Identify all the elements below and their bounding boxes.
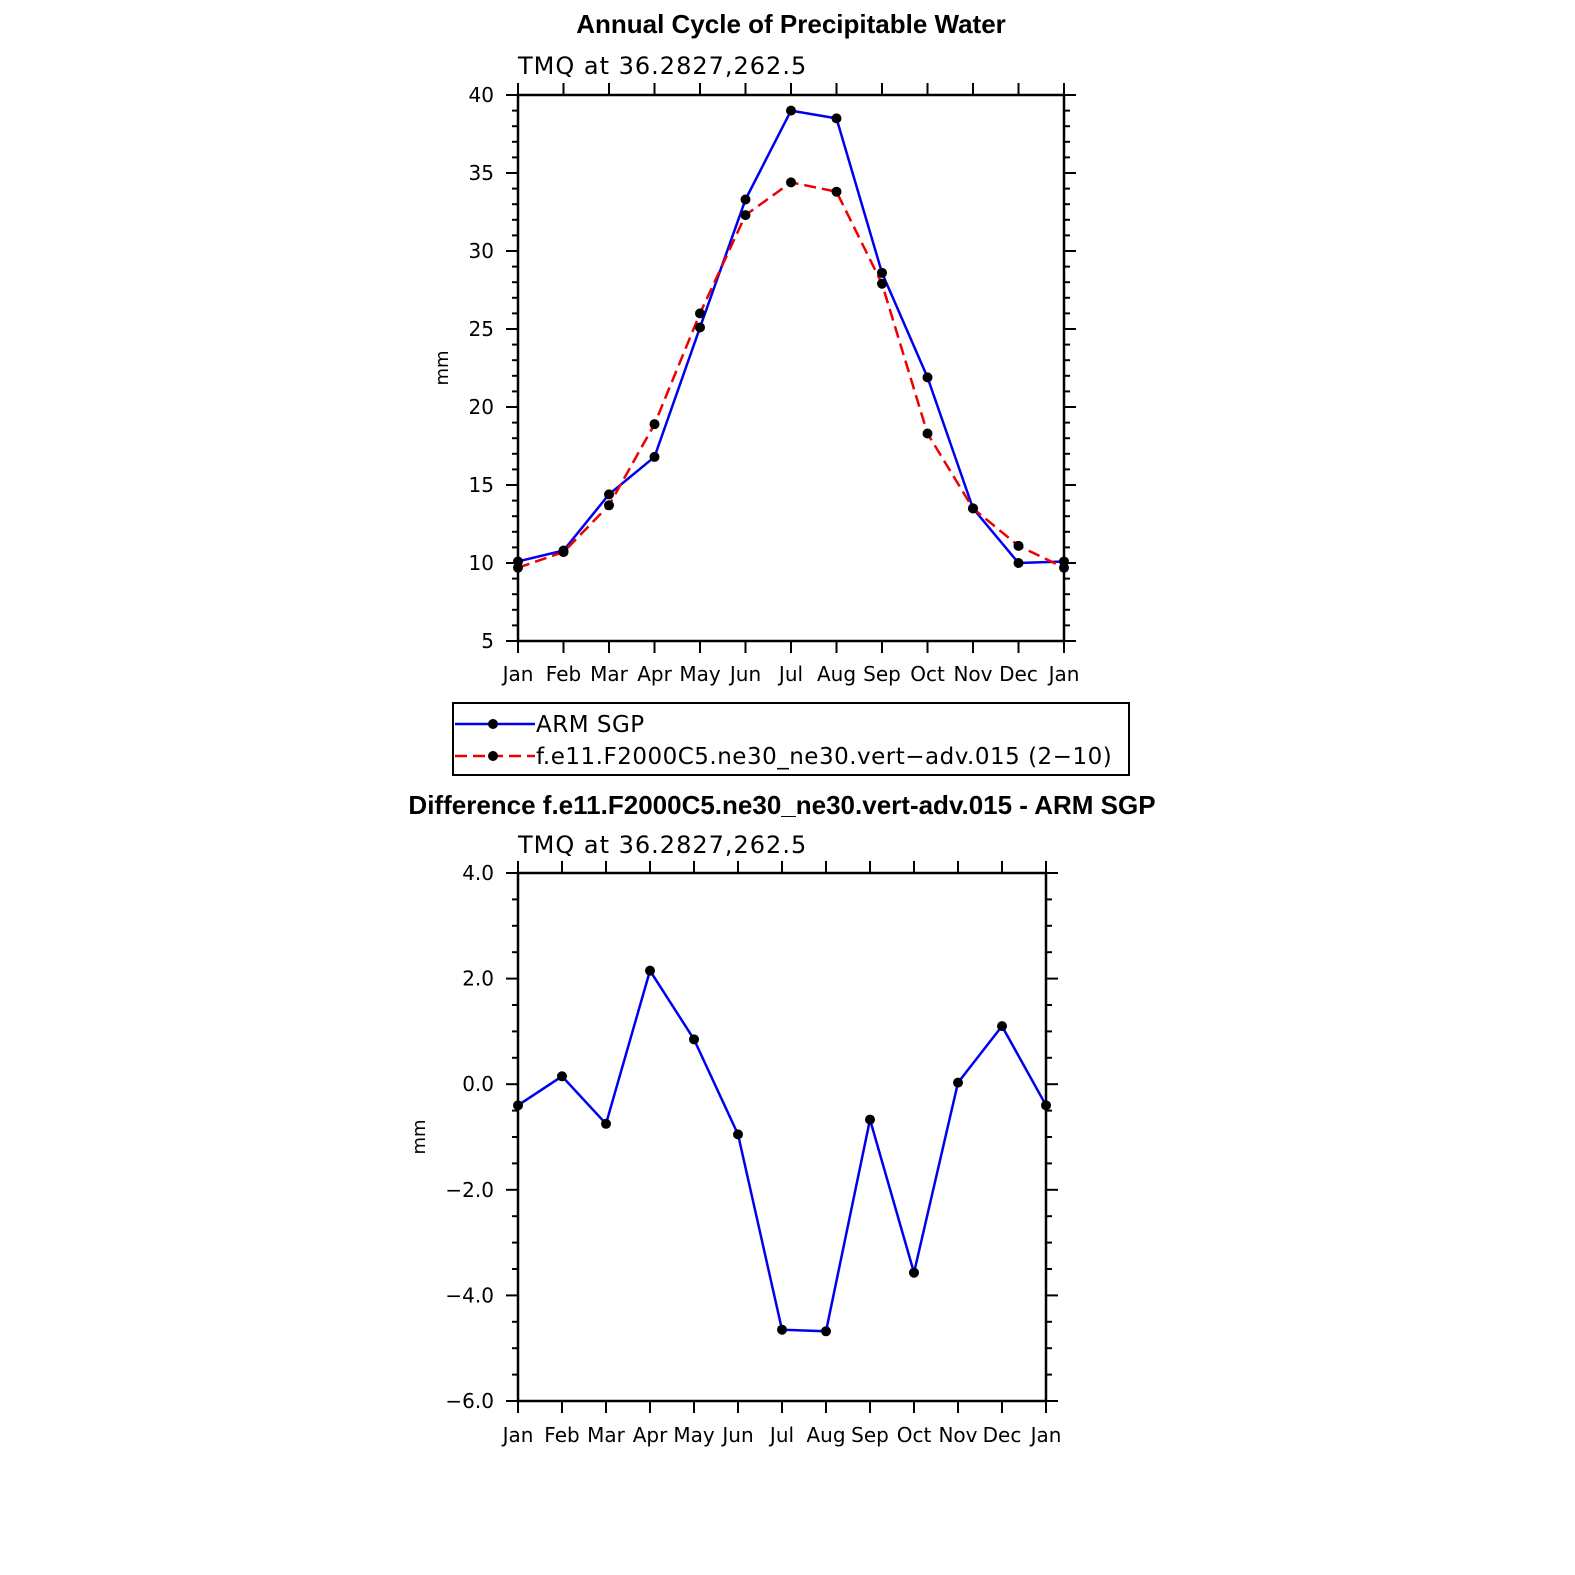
x-tick-label: Jan [1047,662,1080,686]
data-point [689,1034,699,1045]
x-tick-label: Oct [910,662,945,686]
data-point [695,308,705,319]
data-point [909,1267,919,1278]
data-point [1059,562,1069,573]
x-tick-label: Dec [999,662,1038,686]
plot-frame [516,871,1048,1403]
y-axis-label: mm [432,350,453,385]
data-point [649,419,660,430]
x-tick-label: Jul [777,662,803,686]
data-point [513,562,523,573]
y-axis-label: mm [409,1119,430,1154]
data-point [831,186,842,197]
data-point [922,372,933,383]
x-tick-label: May [679,662,721,686]
data-point [740,210,751,221]
y-tick-label: −4.0 [445,1283,494,1307]
data-point [821,1326,831,1337]
data-point [865,1114,875,1125]
legend-box [452,702,1130,776]
chart-panel-2: Difference f.e11.F2000C5.ne30_ne30.vert-… [408,790,1155,1447]
data-point [922,428,933,439]
data-point [513,1100,523,1111]
data-point [877,278,887,289]
legend: ARM SGP f.e11.F2000C5.ne30_ne30.vert−adv.… [452,702,1130,776]
x-tick-label: Apr [637,662,672,686]
y-tick-label: 35 [469,161,494,185]
y-tick-label: −2.0 [445,1178,494,1202]
x-tick-label: Feb [544,1423,579,1447]
y-tick-label: 40 [469,83,494,107]
x-tick-label: Dec [983,1423,1022,1447]
series-line-1 [517,967,1048,1333]
y-tick-label: 30 [469,239,494,263]
chart-panel-1: Annual Cycle of Precipitable Water TMQ at… [432,9,1130,776]
data-point [1041,1100,1051,1111]
chart-title: Difference f.e11.F2000C5.ne30_ne30.vert-… [408,790,1155,820]
x-tick-label: Sep [851,1423,889,1447]
data-point [733,1129,743,1140]
data-point [557,1071,567,1082]
data-point [786,177,796,188]
y-tick-label: 4.0 [462,861,494,885]
x-tick-label: Jan [501,1423,534,1447]
chart-title: Annual Cycle of Precipitable Water [576,9,1006,39]
plot-frame [516,93,1066,643]
x-tick-label: Oct [897,1423,932,1447]
data-point [877,267,887,278]
data-point [695,322,705,333]
x-tick-label: Jun [720,1423,753,1447]
data-point [953,1077,963,1088]
legend-marker [488,719,498,729]
x-tick-label: Jan [1029,1423,1062,1447]
x-tick-label: Nov [953,662,992,686]
y-tick-label: 0.0 [462,1072,494,1096]
y-tick-label: 2.0 [462,967,494,991]
series-line-2 [517,181,1065,569]
data-point [649,451,660,462]
data-point [601,1118,611,1129]
y-tick-label: 20 [469,395,494,419]
legend-label: ARM SGP [536,712,645,738]
x-tick-label: Jan [501,662,534,686]
data-point [740,194,751,205]
y-tick-label: 5 [481,629,494,653]
legend-label: f.e11.F2000C5.ne30_ne30.vert−adv.015 (2−… [536,744,1112,770]
x-tick-label: Nov [938,1423,977,1447]
x-tick-label: Mar [587,1423,626,1447]
chart-subtitle: TMQ at 36.2827,262.5 [517,52,807,80]
data-point [997,1021,1007,1032]
data-point [604,489,614,500]
data-point [1013,558,1024,568]
data-point [968,503,978,514]
y-tick-label: −6.0 [445,1389,494,1413]
x-tick-label: Feb [546,662,581,686]
x-tick-label: Sep [863,662,901,686]
x-tick-label: Aug [817,662,856,686]
y-tick-label: 10 [469,551,494,575]
x-tick-label: Mar [590,662,629,686]
data-point [645,965,655,976]
data-point [786,105,796,116]
data-point [777,1324,787,1335]
data-point [831,113,842,124]
y-tick-label: 25 [469,317,494,341]
chart-subtitle: TMQ at 36.2827,262.5 [517,831,807,859]
data-point [558,547,569,558]
x-tick-label: May [673,1423,715,1447]
y-tick-label: 15 [469,473,494,497]
data-point [1013,540,1024,551]
data-point [604,500,614,511]
x-tick-label: Jun [728,662,761,686]
axis-ticks [506,83,1076,653]
legend-marker [488,751,498,761]
x-tick-label: Jul [768,1423,794,1447]
x-tick-label: Apr [633,1423,668,1447]
x-tick-label: Aug [806,1423,845,1447]
